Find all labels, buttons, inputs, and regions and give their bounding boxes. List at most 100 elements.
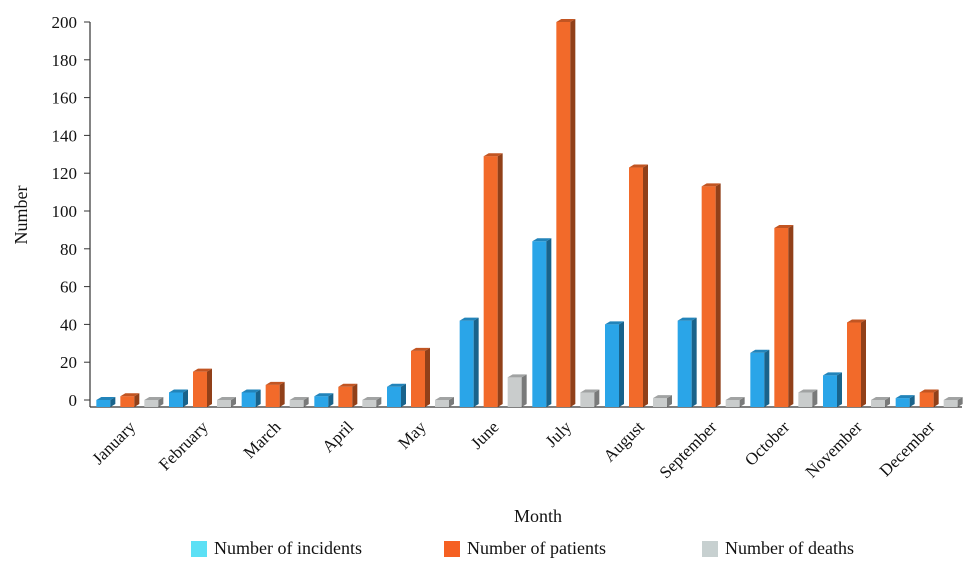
bar-side xyxy=(473,317,479,407)
bar-side xyxy=(909,395,915,407)
bar-side xyxy=(957,397,963,407)
bar-top xyxy=(750,349,770,353)
bar-top xyxy=(943,397,963,400)
bar-top xyxy=(120,393,140,397)
bar-face xyxy=(895,398,910,407)
bar-face xyxy=(144,400,159,407)
bar-top xyxy=(774,225,794,229)
y-tick-label: 20 xyxy=(60,353,77,372)
bar-top xyxy=(217,397,236,400)
bar-face xyxy=(653,398,667,407)
bar xyxy=(895,395,915,407)
bar-top xyxy=(701,183,721,187)
bar xyxy=(605,321,624,407)
bar-face xyxy=(314,396,329,407)
bar-top xyxy=(459,317,479,321)
bar xyxy=(338,383,358,407)
bar xyxy=(725,397,745,407)
bar xyxy=(120,393,140,407)
x-tick-label: November xyxy=(802,417,866,481)
bar xyxy=(265,381,285,407)
bar-face xyxy=(411,350,425,407)
bar-top xyxy=(653,395,672,399)
bar xyxy=(629,164,648,407)
bar xyxy=(411,347,430,407)
bar-top xyxy=(895,395,915,399)
y-tick-label: 100 xyxy=(52,202,78,221)
bar-side xyxy=(449,397,454,407)
bar xyxy=(823,372,842,407)
bar-face xyxy=(169,392,183,407)
y-tick-label: 200 xyxy=(52,13,78,32)
legend: Number of incidents Number of patients N… xyxy=(0,538,974,562)
y-tick-label: 40 xyxy=(60,315,77,334)
bar-face xyxy=(629,167,643,407)
bar-top xyxy=(483,153,503,157)
bar-top xyxy=(677,317,697,321)
legend-label-patients: Number of patients xyxy=(467,538,606,558)
bar-side xyxy=(594,389,600,407)
bar xyxy=(144,397,164,407)
bar xyxy=(774,225,794,407)
bar-side xyxy=(715,183,721,407)
bar-side xyxy=(570,19,576,407)
bar xyxy=(362,397,382,407)
bar-top xyxy=(362,397,382,400)
bar-top xyxy=(338,383,358,387)
x-tick-label: June xyxy=(467,417,502,452)
bar-top xyxy=(387,383,406,387)
y-tick-label: 60 xyxy=(60,278,77,297)
y-tick-label: 160 xyxy=(52,89,78,108)
bar-side xyxy=(376,397,382,407)
bar-side xyxy=(425,347,430,407)
y-axis-title: Number xyxy=(11,186,31,245)
legend-item-patients: Number of patients xyxy=(444,538,606,559)
bar-face xyxy=(919,392,934,407)
bar-top xyxy=(144,397,164,400)
bar xyxy=(919,389,939,407)
bar-top xyxy=(580,389,600,393)
legend-label-deaths: Number of deaths xyxy=(725,538,854,558)
bar-side xyxy=(303,397,309,407)
bar-side xyxy=(207,368,212,407)
legend-label-incidents: Number of incidents xyxy=(214,538,362,558)
x-tick-label: October xyxy=(741,417,793,469)
bar xyxy=(580,389,600,407)
bar-face xyxy=(750,352,765,407)
bar-side xyxy=(788,225,794,407)
bar xyxy=(241,389,261,407)
bar-side xyxy=(739,397,745,407)
bar-face xyxy=(580,392,595,407)
x-tick-label: April xyxy=(318,417,357,456)
bar-side xyxy=(134,393,140,407)
bar-top xyxy=(629,164,648,168)
bar-top xyxy=(314,393,334,397)
bar-side xyxy=(352,383,358,407)
bar-top xyxy=(435,397,454,400)
bar-top xyxy=(507,374,527,378)
bar xyxy=(701,183,721,407)
bar xyxy=(507,374,527,407)
x-tick-label: July xyxy=(542,417,576,451)
bar xyxy=(556,19,576,407)
y-tick-label: 0 xyxy=(69,391,78,410)
bar xyxy=(459,317,479,407)
bar-top xyxy=(96,397,116,400)
legend-item-incidents: Number of incidents xyxy=(191,538,362,559)
bar-side xyxy=(933,389,939,407)
bar-top xyxy=(847,319,866,323)
bar-side xyxy=(546,238,552,407)
bar-top xyxy=(798,389,818,393)
bar-face xyxy=(556,22,571,407)
bar-top xyxy=(289,397,309,400)
bar-face xyxy=(387,386,401,407)
bar-side xyxy=(401,383,406,407)
bar-top xyxy=(532,238,552,242)
y-tick-label: 80 xyxy=(60,240,77,259)
bar-side xyxy=(837,372,842,407)
bar-top xyxy=(725,397,745,400)
bar xyxy=(653,395,672,407)
bar xyxy=(677,317,697,407)
bar-face xyxy=(507,377,522,407)
x-tick-label: December xyxy=(876,417,939,480)
